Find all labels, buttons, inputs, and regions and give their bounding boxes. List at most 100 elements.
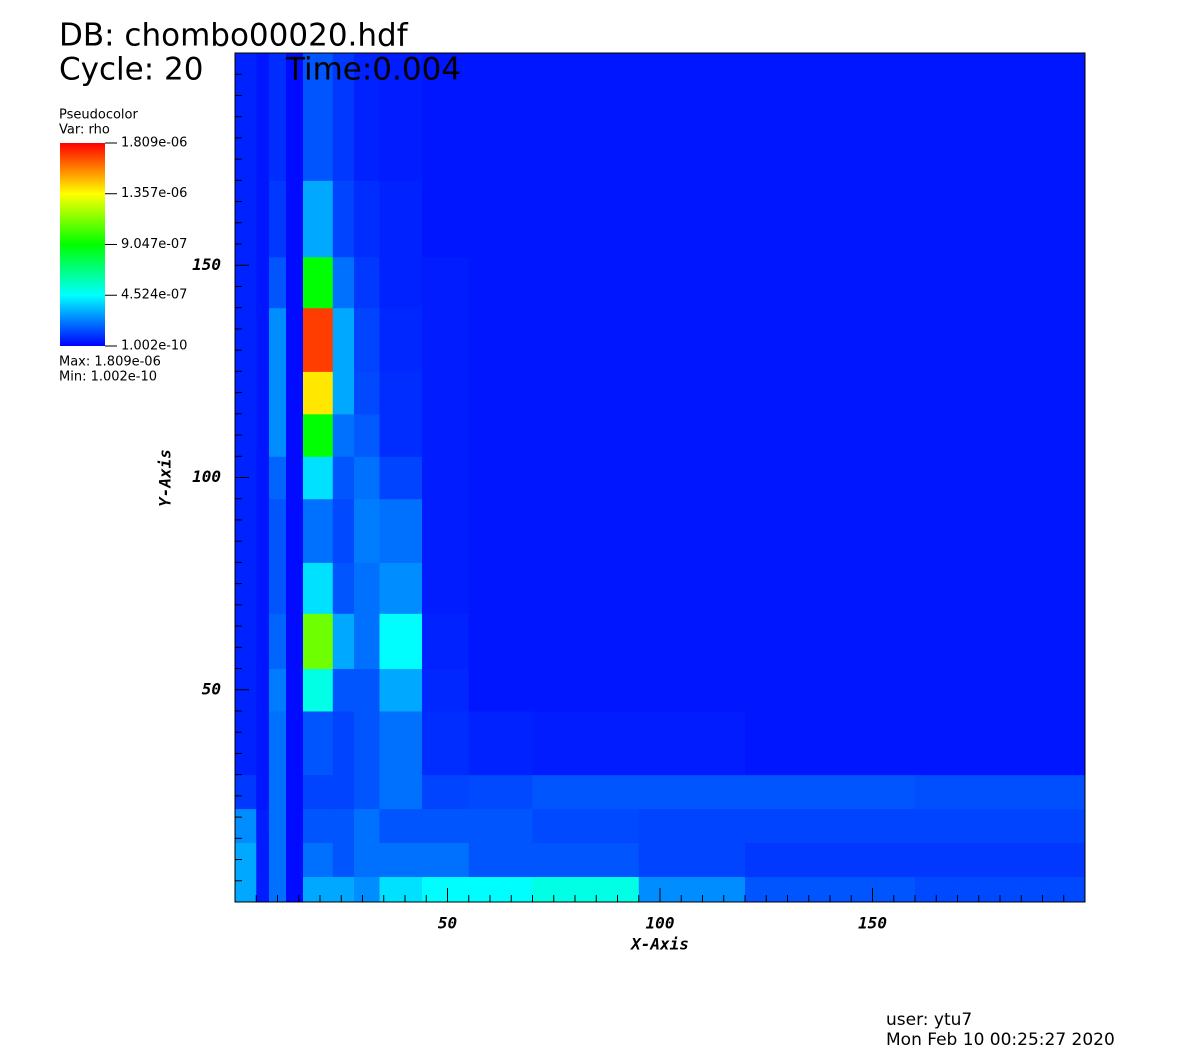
cell (235, 371, 257, 415)
cell (332, 53, 355, 181)
cell (915, 256, 1086, 309)
cell (354, 808, 380, 844)
cell (269, 613, 287, 670)
cell (638, 256, 746, 309)
cell (332, 842, 355, 878)
cell (286, 774, 304, 810)
cell (532, 613, 640, 670)
cell (745, 456, 916, 500)
cell (638, 456, 746, 500)
cell (638, 562, 746, 614)
cell (745, 53, 916, 181)
cell (235, 256, 257, 309)
cell (286, 53, 304, 181)
cell (532, 876, 640, 903)
cell (745, 413, 916, 457)
colorbar-tick-label: 1.357e-06 (121, 186, 187, 201)
cell (915, 842, 1086, 878)
cell (379, 876, 423, 903)
cell (532, 562, 640, 614)
cell (532, 710, 640, 776)
cell (269, 808, 287, 844)
cell (269, 668, 287, 712)
cell (468, 498, 533, 563)
cell (286, 456, 304, 500)
cell (354, 307, 380, 372)
cell (422, 53, 470, 181)
cell (235, 562, 257, 614)
cell (638, 53, 746, 181)
cell (303, 876, 334, 903)
date: Mon Feb 10 00:25:27 2020 (886, 1030, 1115, 1050)
cell (422, 413, 470, 457)
cell (269, 562, 287, 614)
cell (235, 498, 257, 563)
cell (286, 876, 304, 903)
cell (532, 808, 640, 844)
cell (354, 842, 380, 878)
cell (303, 774, 334, 810)
cell (422, 668, 470, 712)
cell (532, 774, 640, 810)
cell (532, 180, 640, 258)
cell (303, 613, 334, 670)
cell (332, 774, 355, 810)
cell (303, 256, 334, 309)
cell (379, 53, 423, 181)
cell (269, 180, 287, 258)
cell (468, 307, 533, 372)
cell (422, 808, 470, 844)
cell (235, 842, 257, 878)
cell (638, 876, 746, 903)
cell (303, 371, 334, 415)
cell (269, 774, 287, 810)
cell (332, 668, 355, 712)
cell (354, 256, 380, 309)
cell (745, 774, 916, 810)
cell (303, 413, 334, 457)
cell (379, 413, 423, 457)
cell (638, 307, 746, 372)
cell (256, 613, 270, 670)
cell (332, 613, 355, 670)
cell (379, 613, 423, 670)
x-tick-label: 100 (646, 914, 675, 933)
cell (468, 876, 533, 903)
cell (256, 668, 270, 712)
cell (256, 307, 270, 372)
title: DB: chombo00020.hdf (59, 18, 409, 54)
cell (379, 710, 423, 776)
cell (286, 562, 304, 614)
cell (468, 808, 533, 844)
cell (354, 371, 380, 415)
cell (256, 53, 270, 181)
cell (235, 710, 257, 776)
cell (422, 876, 470, 903)
cell (269, 876, 287, 903)
cell (468, 53, 533, 181)
cell (915, 180, 1086, 258)
cell (354, 668, 380, 712)
cell (468, 842, 533, 878)
user: user: ytu7 (886, 1010, 972, 1030)
cycle: Cycle: 20 (59, 52, 203, 88)
cell (332, 180, 355, 258)
cell (332, 256, 355, 309)
y-axis-label: Y-Axis (156, 449, 175, 507)
y-tick-label: 50 (202, 679, 221, 698)
cell (532, 307, 640, 372)
cell (303, 456, 334, 500)
cell (745, 371, 916, 415)
cell (332, 371, 355, 415)
cell (235, 307, 257, 372)
cell (269, 456, 287, 500)
cell (468, 180, 533, 258)
y-tick-label: 150 (192, 255, 221, 274)
colorbar-plot: Pseudocolor (59, 108, 138, 123)
cell (286, 256, 304, 309)
cell (379, 307, 423, 372)
time: Time:0.004 (285, 52, 461, 88)
cell (256, 371, 270, 415)
cell (468, 456, 533, 500)
cell (303, 710, 334, 776)
